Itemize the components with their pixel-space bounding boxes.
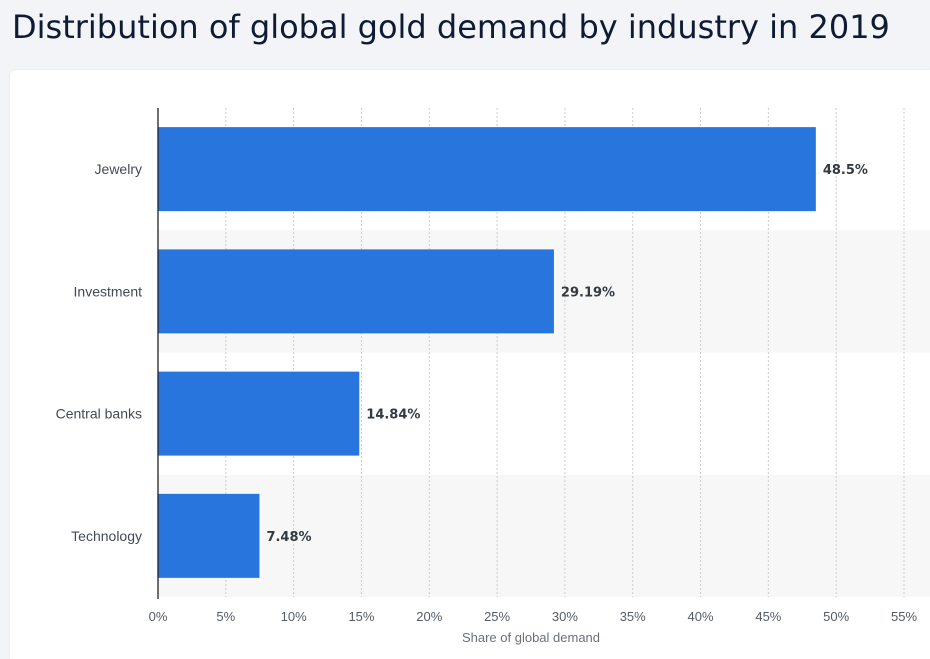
x-tick-label: 15% <box>348 609 374 624</box>
x-tick-label: 5% <box>216 609 235 624</box>
category-label: Investment <box>74 283 143 299</box>
category-labels: Jewelry Investment Central banks Technology <box>56 161 142 544</box>
x-tick-label: 30% <box>552 609 578 624</box>
x-tick-labels: 0% 5% 10% 15% 20% 25% 30% 35% 40% 45% 50% 55% <box>149 609 918 624</box>
x-axis-title: Share of global demand <box>462 630 600 645</box>
x-tick-label: 10% <box>281 609 307 624</box>
row-band <box>158 474 930 597</box>
value-label: 7.48% <box>266 530 311 545</box>
category-label: Central banks <box>56 406 142 422</box>
x-tick-label: 50% <box>823 609 849 624</box>
value-label: 14.84% <box>366 408 420 423</box>
bars <box>158 127 816 578</box>
x-tick-label: 0% <box>149 609 168 624</box>
bar <box>158 493 260 578</box>
bar <box>158 249 554 334</box>
value-label: 29.19% <box>561 285 615 300</box>
x-tick-label: 40% <box>688 609 714 624</box>
bar <box>158 371 360 456</box>
bar <box>158 127 816 212</box>
category-label: Jewelry <box>95 161 142 177</box>
x-tick-label: 25% <box>484 609 510 624</box>
x-tick-label: 45% <box>755 609 781 624</box>
x-tick-label: 20% <box>416 609 442 624</box>
x-tick-label: 55% <box>891 609 917 624</box>
x-tick-label: 35% <box>620 609 646 624</box>
value-labels: 48.5% 29.19% 14.84% 7.48% <box>266 163 867 545</box>
page-title: Distribution of global gold demand by in… <box>12 8 890 46</box>
category-label: Technology <box>71 528 142 544</box>
value-label: 48.5% <box>823 163 868 178</box>
